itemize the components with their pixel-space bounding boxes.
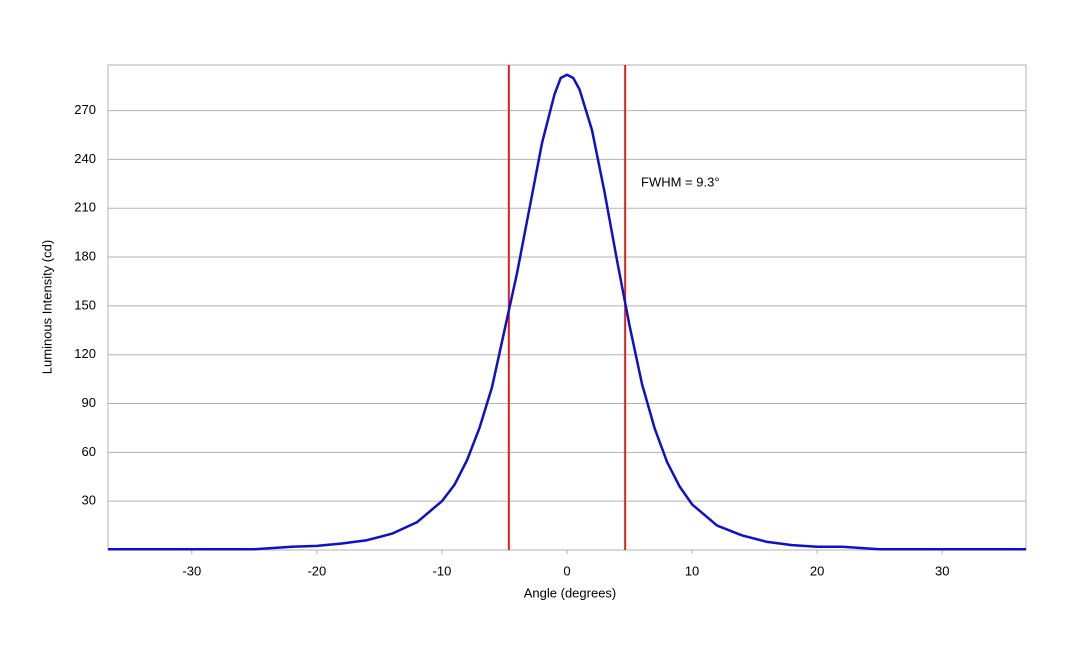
y-tick-label: 60 (82, 444, 96, 459)
x-tick-label: -30 (182, 563, 201, 578)
y-tick-label: 30 (82, 493, 96, 508)
y-tick-label: 150 (74, 297, 96, 312)
y-tick-label: 240 (74, 151, 96, 166)
plot-frame (107, 64, 1027, 551)
x-tick-label: -10 (433, 563, 452, 578)
y-tick-label: 180 (74, 248, 96, 263)
y-tick-label: 210 (74, 200, 96, 215)
annotation: FWHM = 9.3° (641, 174, 720, 189)
x-tick-label: 30 (935, 563, 949, 578)
x-tick-label: -20 (307, 563, 326, 578)
y-tick-label: 120 (74, 346, 96, 361)
x-tick-label: 0 (563, 563, 570, 578)
x-tick-label: 20 (810, 563, 824, 578)
y-axis-label: Luminous Intensity (cd) (39, 240, 54, 374)
x-axis-label: Angle (degrees) (524, 585, 617, 600)
y-tick-label: 90 (82, 395, 96, 410)
y-tick-label: 270 (74, 102, 96, 117)
intensity-curve (108, 73, 1026, 551)
x-tick-label: 10 (685, 563, 699, 578)
